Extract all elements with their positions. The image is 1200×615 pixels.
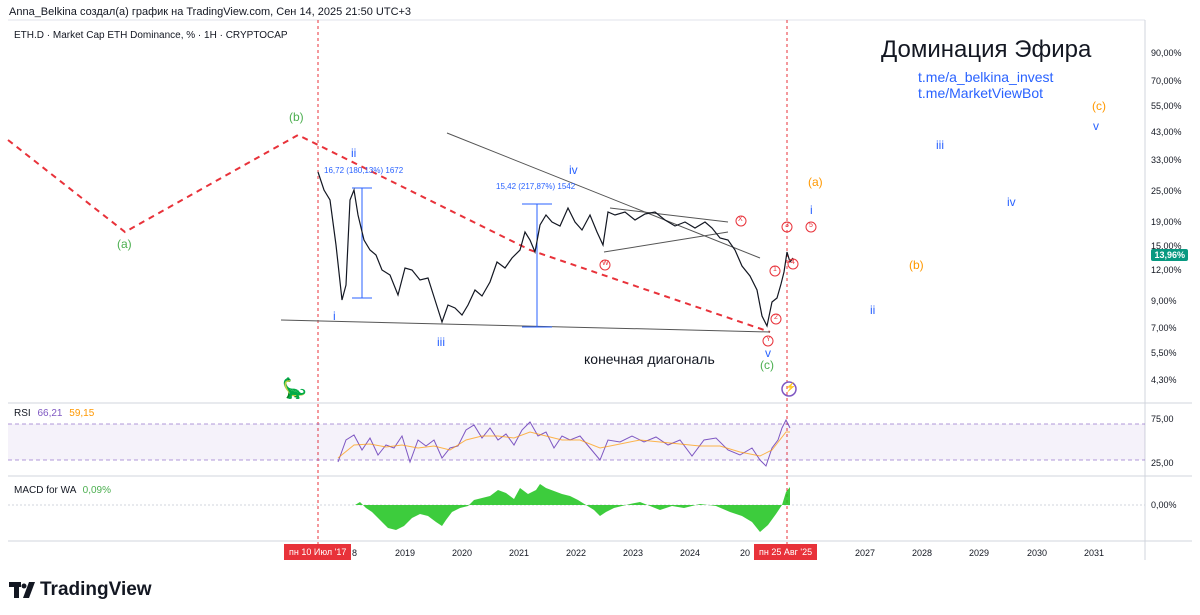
marker-2-label: 2 <box>774 314 778 321</box>
tradingview-logo-text: TradingView <box>40 579 152 600</box>
wave-blue-iv: iv <box>569 163 578 177</box>
marker-4-label: 4 <box>791 259 795 266</box>
marker-1 <box>769 265 781 277</box>
wave-orange-b: (b) <box>909 258 924 272</box>
price-tick: 25,00% <box>1151 186 1182 196</box>
price-series <box>317 171 794 328</box>
telegram-link-1[interactable]: t.me/a_belkina_invest <box>918 69 1054 85</box>
time-tick: 2019 <box>395 548 416 558</box>
end-date-badge: пн 25 Авг '25 <box>754 544 818 560</box>
diagonal-label: конечная диагональ <box>584 351 715 367</box>
time-tick-partial: 20 <box>740 548 751 558</box>
current-price-label: 13,96% <box>1151 249 1188 261</box>
wave-blue-v-future: v <box>1093 119 1099 133</box>
price-tick: 9,00% <box>1151 296 1177 306</box>
wave-blue-i-future: i <box>810 203 813 217</box>
time-tick: 2021 <box>509 548 530 558</box>
measure-label-1: 16,72 (180,13%) 1672 <box>324 166 404 175</box>
wave-blue-i: i <box>333 309 336 323</box>
rsi-band <box>8 424 1145 460</box>
price-tick: 55,00% <box>1151 101 1182 111</box>
red-circle-markers <box>599 215 817 347</box>
measure-label-2: 15,42 (217,87%) 1542 <box>496 182 576 191</box>
time-tick: 2030 <box>1027 548 1048 558</box>
upper-trendline <box>446 132 761 259</box>
marker-x-label: X <box>738 216 743 223</box>
inner-trendline-1 <box>603 231 729 253</box>
time-tick: 2023 <box>623 548 644 558</box>
marker-2 <box>770 313 782 325</box>
wave-blue-iii: iii <box>437 335 445 349</box>
wave-blue-iv-future: iv <box>1007 195 1016 209</box>
rsi-legend[interactable]: RSI 66,21 59,15 <box>14 408 94 419</box>
macd-histogram <box>355 484 790 532</box>
price-tick: 5,50% <box>1151 348 1177 358</box>
marker-1-label: 1 <box>773 266 777 273</box>
marker-x <box>735 215 747 227</box>
wave-orange-a: (a) <box>808 175 823 189</box>
symbol-info[interactable]: ETH.D · Market Cap ETH Dominance, % · 1H… <box>14 30 288 41</box>
marker-5-label: 5 <box>809 222 813 229</box>
tradingview-logo-icon <box>9 582 35 598</box>
start-date-badge: пн 10 Июл '17 <box>284 544 352 560</box>
marker-5 <box>805 221 817 233</box>
price-tick: 43,00% <box>1151 127 1182 137</box>
price-tick: 90,00% <box>1151 48 1182 58</box>
tradingview-logo[interactable]: TradingView <box>9 579 152 601</box>
rsi-ma-line <box>337 431 790 459</box>
price-tick: 4,30% <box>1151 375 1177 385</box>
inner-trendline-2 <box>609 207 729 223</box>
wave-orange-c: (c) <box>1092 99 1106 113</box>
macd-legend[interactable]: MACD for WA 0,09% <box>14 485 111 496</box>
marker-4 <box>787 258 799 270</box>
wave-blue-ii: ii <box>351 146 357 160</box>
event-icon-circle <box>781 381 797 397</box>
dinosaur-icon: 🦕 <box>282 378 307 400</box>
rsi-value: 66,21 <box>37 408 63 419</box>
chart-credit: Anna_Belkina создал(а) график на Trading… <box>9 6 412 18</box>
wave-green-b: (b) <box>289 110 304 124</box>
marker-w-label: W <box>602 260 609 267</box>
rsi-ma-value: 59,15 <box>69 408 95 419</box>
time-tick: 2031 <box>1084 548 1105 558</box>
marker-y <box>762 335 774 347</box>
wave-blue-v: v <box>765 346 771 360</box>
time-tick: 2024 <box>680 548 701 558</box>
wave-blue-iii-future: iii <box>936 138 944 152</box>
telegram-link-2[interactable]: t.me/MarketViewBot <box>918 85 1044 101</box>
time-tick-partial: 8 <box>352 548 358 558</box>
macd-tick: 0,00% <box>1151 500 1177 510</box>
wave-green-c: (c) <box>760 358 774 372</box>
marker-3-label: 3 <box>785 222 789 229</box>
price-tick: 7,00% <box>1151 323 1177 333</box>
macd-title: MACD for WA <box>14 485 76 496</box>
wave-path-line <box>7 133 771 333</box>
time-tick: 2022 <box>566 548 587 558</box>
rsi-line <box>337 418 791 467</box>
price-tick: 33,00% <box>1151 155 1182 165</box>
time-tick: 2028 <box>912 548 933 558</box>
lower-trendline <box>280 319 771 333</box>
lightning-icon[interactable]: ⚡ <box>785 382 797 392</box>
marker-y-label: Y <box>766 336 771 343</box>
macd-value: 0,09% <box>82 485 111 496</box>
price-tick: 19,00% <box>1151 217 1182 227</box>
time-tick: 2027 <box>855 548 876 558</box>
price-tick: 70,00% <box>1151 76 1182 86</box>
rsi-title: RSI <box>14 408 31 419</box>
marker-3 <box>781 221 793 233</box>
price-tick: 12,00% <box>1151 265 1182 275</box>
wave-green-a: (a) <box>117 237 132 251</box>
time-tick: 2029 <box>969 548 990 558</box>
chart-title: Доминация Эфира <box>881 36 1092 63</box>
rsi-tick: 25,00 <box>1151 458 1174 468</box>
marker-w <box>599 259 611 271</box>
wave-blue-ii-future: ii <box>870 303 876 317</box>
price-tick: 15,00% <box>1151 241 1182 251</box>
rsi-tick: 75,00 <box>1151 414 1174 424</box>
time-tick: 2020 <box>452 548 473 558</box>
